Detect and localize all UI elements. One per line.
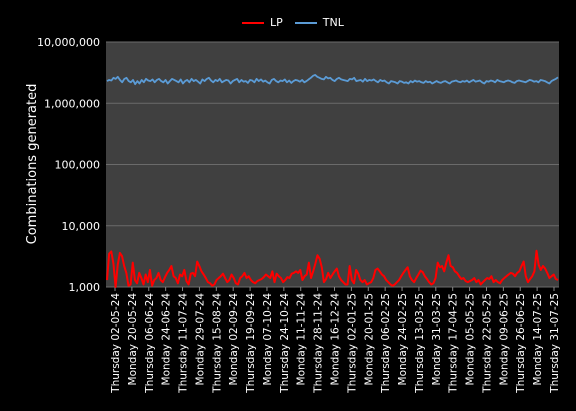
legend-swatch-lp (242, 21, 264, 24)
x-tick-label: Monday 24-06-24 (161, 293, 173, 386)
legend-swatch-tnl (294, 21, 317, 24)
legend-item-lp: LP (242, 16, 283, 29)
x-tick-label: Monday 11-11-24 (296, 293, 308, 386)
x-tick-label: Monday 05-05-25 (465, 293, 477, 385)
x-axis-ticks: Thursday 02-05-24 Monday 20-05-24 Thursday… (110, 287, 561, 394)
legend-label-tnl: TNL (322, 16, 344, 29)
y-axis-ticks: 1,000 10,000 100,000 1,000,000 10,000,000 (37, 36, 100, 294)
x-tick-label: Thursday 19-09-24 (245, 293, 257, 394)
x-tick-label: Thursday 28-11-24 (313, 293, 325, 394)
y-axis-label: Combinations generated (25, 84, 40, 245)
x-tick-label: Monday 20-01-25 (363, 293, 375, 385)
series-layer (106, 74, 559, 288)
x-tick-label: Thursday 02-01-25 (346, 293, 358, 394)
x-tick-label: Monday 09-06-25 (498, 293, 510, 385)
y-tick-label: 1,000 (69, 281, 101, 294)
x-tick-label: Thursday 17-04-25 (448, 293, 460, 394)
x-tick-label: Thursday 06-06-24 (144, 293, 156, 394)
y-tick-label: 10,000 (62, 220, 101, 233)
gridlines (106, 41, 559, 288)
x-tick-label: Thursday 31-07-25 (549, 293, 561, 394)
x-tick-label: Thursday 02-05-24 (110, 293, 122, 394)
legend-item-tnl: TNL (294, 16, 344, 29)
x-tick-label: Monday 24-02-25 (397, 293, 409, 385)
x-tick-label: Monday 16-12-24 (330, 293, 342, 386)
x-tick-label: Thursday 11-07-24 (178, 293, 190, 394)
x-tick-label: Monday 07-10-24 (262, 293, 274, 386)
x-tick-label: Monday 20-05-24 (127, 293, 139, 386)
y-tick-label: 100,000 (55, 159, 101, 172)
chart-legend: LP TNL (242, 16, 356, 29)
x-tick-label: Monday 31-03-25 (431, 293, 443, 385)
x-tick-label: Monday 29-07-24 (194, 293, 206, 386)
x-tick-label: Thursday 15-08-24 (211, 293, 223, 394)
x-tick-label: Thursday 22-05-25 (481, 293, 493, 394)
x-tick-label: Monday 14-07-25 (532, 293, 544, 385)
x-tick-label: Thursday 06-02-25 (380, 293, 392, 394)
series-line-lp (106, 249, 559, 288)
legend-label-lp: LP (270, 16, 283, 29)
series-line-tnl (106, 74, 559, 86)
x-tick-label: Thursday 24-10-24 (279, 293, 291, 394)
y-tick-label: 10,000,000 (37, 36, 100, 49)
x-tick-label: Thursday 13-03-25 (414, 293, 426, 394)
y-tick-label: 1,000,000 (44, 97, 100, 110)
x-tick-label: Monday 02-09-24 (228, 293, 240, 386)
x-tick-label: Thursday 26-06-25 (515, 293, 527, 394)
